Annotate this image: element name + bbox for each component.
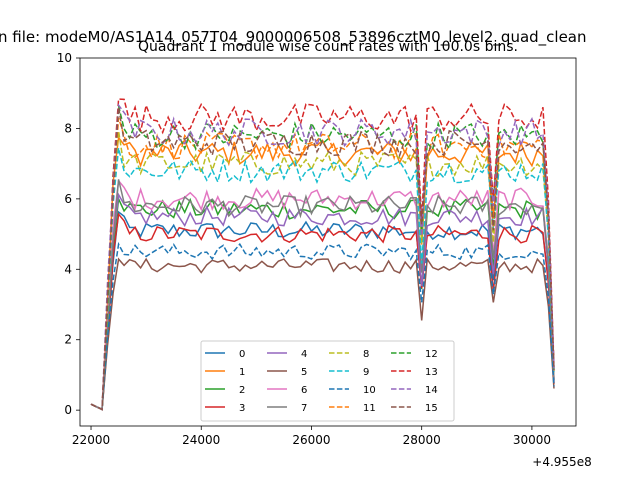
y-tick-label: 6 [64, 192, 72, 206]
legend-label-14: 14 [425, 385, 438, 396]
x-tick-label: 22000 [72, 433, 110, 447]
series-line-0 [90, 210, 555, 411]
y-tick-label: 8 [64, 121, 72, 135]
y-tick-label: 10 [57, 51, 72, 65]
series-line-9 [90, 147, 555, 411]
series-line-15 [90, 106, 555, 411]
legend-label-6: 6 [301, 385, 307, 396]
legend-label-15: 15 [425, 403, 438, 414]
x-tick-label: 30000 [513, 433, 551, 447]
series-layer [90, 98, 555, 411]
series-line-5 [90, 256, 555, 411]
y-tick-label: 4 [64, 262, 72, 276]
legend-label-8: 8 [363, 349, 369, 360]
legend-frame [200, 340, 455, 422]
x-tick-label: 24000 [182, 433, 220, 447]
legend-label-2: 2 [239, 385, 245, 396]
series-line-4 [90, 192, 555, 411]
legend-label-13: 13 [425, 367, 438, 378]
legend-label-5: 5 [301, 367, 307, 378]
legend-label-9: 9 [363, 367, 369, 378]
series-line-11 [90, 117, 555, 411]
y-tick-label: 0 [64, 403, 72, 417]
x-offset-label: +4.955e8 [532, 455, 591, 469]
legend-label-4: 4 [301, 349, 307, 360]
figure-suptitle: n file: modeM0/AS1A14_057T04_9000006508_… [0, 28, 587, 47]
legend-label-11: 11 [363, 403, 376, 414]
series-line-3 [90, 212, 555, 411]
series-line-7 [90, 179, 555, 411]
chart-title: Quadrant 1 module wise count rates with … [138, 39, 518, 55]
x-tick-label: 28000 [403, 433, 441, 447]
x-tick-label: 26000 [292, 433, 330, 447]
legend-label-12: 12 [425, 349, 438, 360]
legend-label-0: 0 [239, 349, 245, 360]
plot-frame [79, 57, 577, 427]
legend-label-3: 3 [239, 403, 245, 414]
legend-label-10: 10 [363, 385, 376, 396]
series-line-8 [90, 130, 555, 411]
legend-label-1: 1 [239, 367, 245, 378]
series-line-13 [90, 98, 555, 411]
legend-label-7: 7 [301, 403, 307, 414]
series-line-10 [90, 241, 555, 411]
y-tick-label: 2 [64, 333, 72, 347]
